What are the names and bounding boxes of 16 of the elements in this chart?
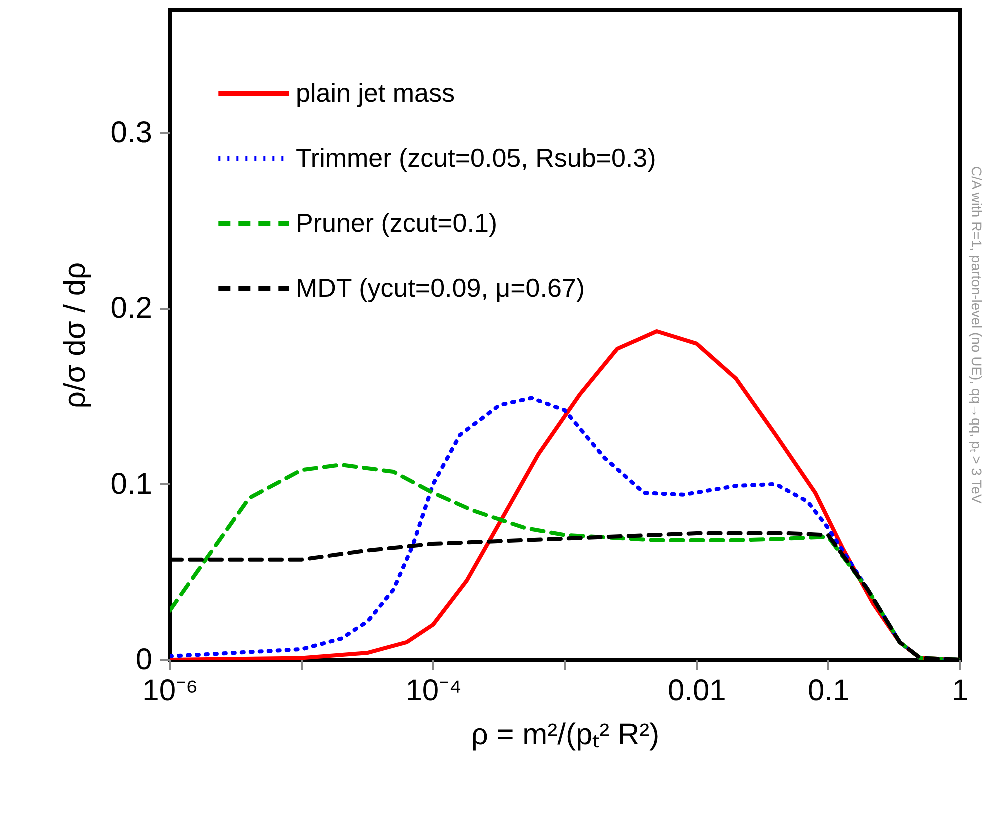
x-tick-label: 10⁻⁶ — [142, 674, 198, 708]
x-axis-title: ρ = m²/(pₜ² R²) — [471, 718, 660, 752]
y-tick-label: 0.3 — [110, 116, 152, 150]
x-tick-label: 1 — [952, 674, 969, 708]
text: C/A with R=1, parton-level (no UE), qq→qq, pₜ > 3 TeV — [969, 166, 985, 504]
x-tick-label: 0.01 — [668, 674, 726, 708]
legend-label: plain jet mass — [296, 78, 455, 108]
legend-label: Pruner (zcut=0.1) — [296, 208, 498, 238]
y-tick-label: 0.1 — [110, 468, 152, 501]
x-tick-label: 0.1 — [808, 674, 850, 708]
legend-label: Trimmer (zcut=0.05, Rsub=0.3) — [296, 143, 656, 173]
y-axis-title: ρ/σ dσ / dρ — [58, 262, 92, 409]
legend-label: MDT (ycut=0.09, μ=0.67) — [296, 273, 586, 303]
y-tick-label: 0.2 — [110, 292, 152, 326]
x-tick-label: 10⁻⁴ — [406, 674, 462, 708]
y-tick-label: 0 — [136, 644, 152, 676]
